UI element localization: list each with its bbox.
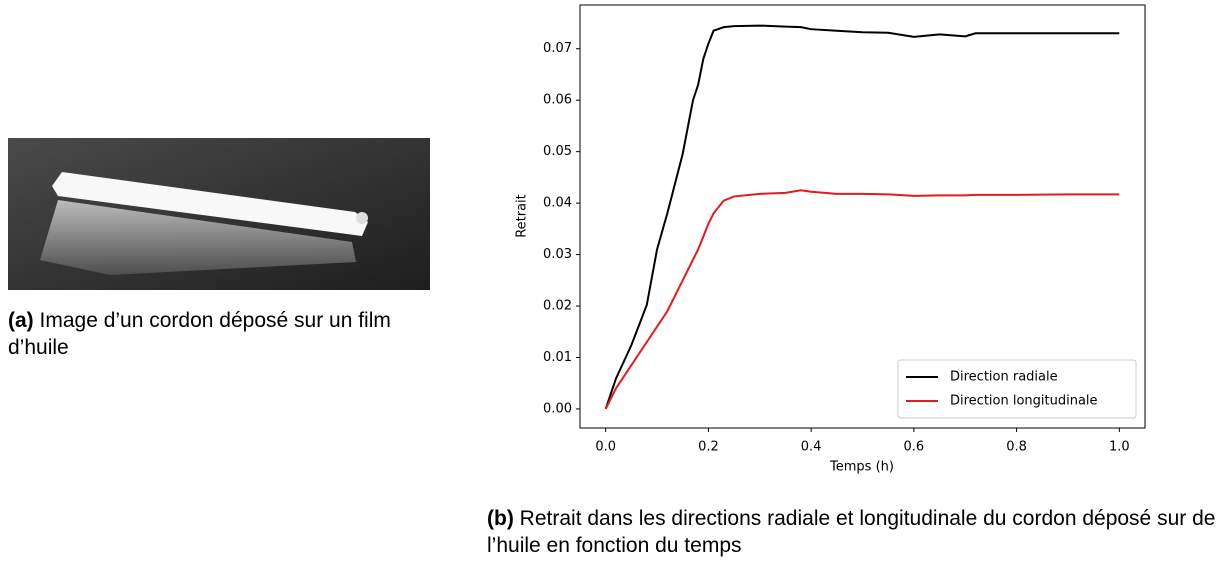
y-tick-label: 0.01 (543, 350, 572, 365)
y-tick-label: 0.03 (543, 247, 572, 262)
y-tick-label: 0.05 (543, 144, 572, 159)
legend-label: Direction radiale (950, 370, 1058, 385)
y-tick-label: 0.06 (543, 93, 572, 108)
x-axis-label: Temps (h) (829, 460, 894, 475)
axes-frame (579, 4, 1146, 429)
caption-text: Image d’un cordon déposé sur un film d’h… (8, 309, 391, 359)
y-tick-label: 0.04 (543, 196, 572, 211)
photo (8, 138, 430, 290)
x-tick-label: 0.4 (801, 440, 822, 455)
x-tick-label: 1.0 (1109, 440, 1130, 455)
caption-b: (b) Retrait dans les directions radiale … (487, 505, 1222, 559)
y-tick-label: 0.00 (543, 401, 572, 416)
x-tick-label: 0.2 (698, 440, 719, 455)
y-tick-label: 0.02 (543, 299, 572, 314)
caption-label: (b) (487, 507, 514, 530)
legend-box (897, 359, 1137, 419)
legend-label: Direction longitudinale (950, 394, 1098, 409)
x-tick-label: 0.8 (1006, 440, 1027, 455)
line (604, 24, 1120, 410)
caption-a: (a) Image d’un cordon déposé sur un film… (8, 307, 438, 361)
x-tick-label: 0.0 (595, 440, 616, 455)
caption-label: (a) (8, 309, 34, 332)
caption-text: Retrait dans les directions radiale et l… (487, 507, 1216, 557)
y-axis-label: Retrait (515, 194, 530, 238)
line (604, 189, 1120, 410)
y-tick-label: 0.07 (543, 41, 572, 56)
x-tick-label: 0.6 (904, 440, 925, 455)
